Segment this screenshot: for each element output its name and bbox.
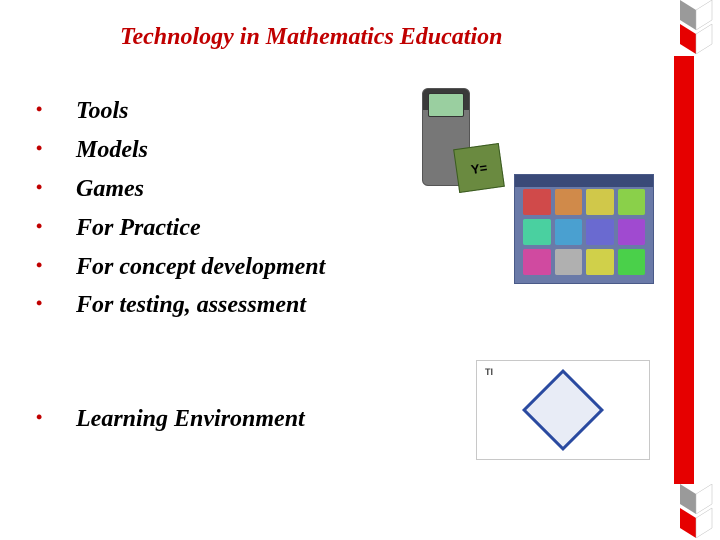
swatch [586,189,614,215]
bullet-label: Models [76,131,148,170]
software-card-image: TI [476,360,650,460]
box-label: Y= [470,159,488,176]
swatch [523,219,551,245]
bullet-list-1: Tools Models Games For Practice For conc… [36,92,325,325]
swatch [555,189,583,215]
swatch [555,219,583,245]
swatch [586,249,614,275]
bullet-item: For concept development [36,248,325,287]
bullet-label: For testing, assessment [76,286,306,325]
diamond-icon [522,369,604,451]
logo-bottom [672,484,720,540]
bullet-item: Tools [36,92,325,131]
swatch [618,249,646,275]
swatch [618,189,646,215]
bullet-label: Games [76,170,144,209]
bullet-item: For testing, assessment [36,286,325,325]
bullet-item: Models [36,131,325,170]
calculator-box-image: Y= [453,143,505,193]
bullet-label: Tools [76,92,128,131]
bullet-label: Learning Environment [76,400,305,439]
logo-top [672,0,720,56]
swatch [618,219,646,245]
card-label: TI [485,367,493,377]
swatch [555,249,583,275]
swatch [523,249,551,275]
bullet-item: Learning Environment [36,400,305,439]
bullet-label: For concept development [76,248,325,287]
bullet-label: For Practice [76,209,201,248]
swatch [523,189,551,215]
thinklets-palette-image [514,174,654,284]
accent-bar [674,0,694,540]
swatch [586,219,614,245]
bullet-item: For Practice [36,209,325,248]
bullet-item: Games [36,170,325,209]
slide-title: Technology in Mathematics Education [120,24,503,51]
bullet-list-2: Learning Environment [36,400,305,439]
